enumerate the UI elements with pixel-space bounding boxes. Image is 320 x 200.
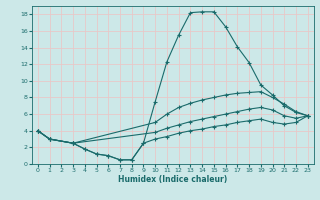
X-axis label: Humidex (Indice chaleur): Humidex (Indice chaleur)	[118, 175, 228, 184]
